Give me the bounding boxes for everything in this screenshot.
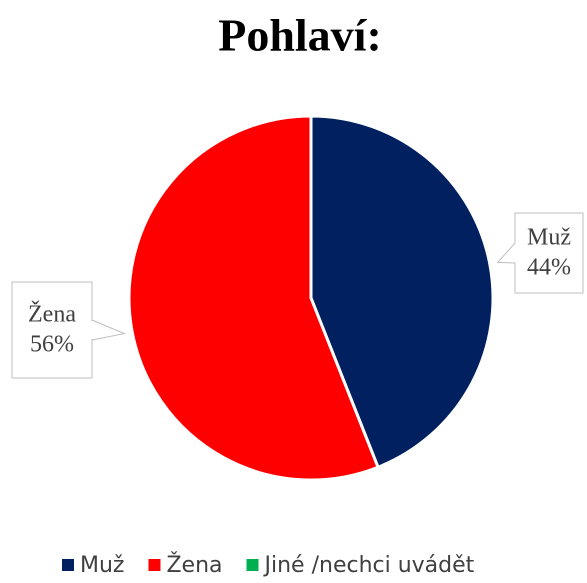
legend-label: Jiné /nechci uvádět [263, 553, 475, 578]
data-label-value: 44% [527, 255, 571, 281]
data-label-name: Žena [28, 302, 76, 328]
pie-slice [309, 114, 495, 470]
pie-slice [127, 114, 380, 482]
legend-label: Žena [166, 552, 222, 578]
callout-box [496, 212, 584, 294]
legend-swatch [246, 559, 259, 571]
chart-title: Pohlaví: [218, 10, 382, 61]
callout-box [11, 281, 127, 379]
legend-label: Muž [80, 553, 124, 578]
legend-swatch [62, 559, 74, 571]
legend-swatch [148, 559, 161, 571]
legend: Muž Žena Jiné /nechci uvádět [62, 552, 475, 578]
data-label-name: Muž [527, 225, 571, 251]
data-label-value: 56% [30, 332, 74, 358]
